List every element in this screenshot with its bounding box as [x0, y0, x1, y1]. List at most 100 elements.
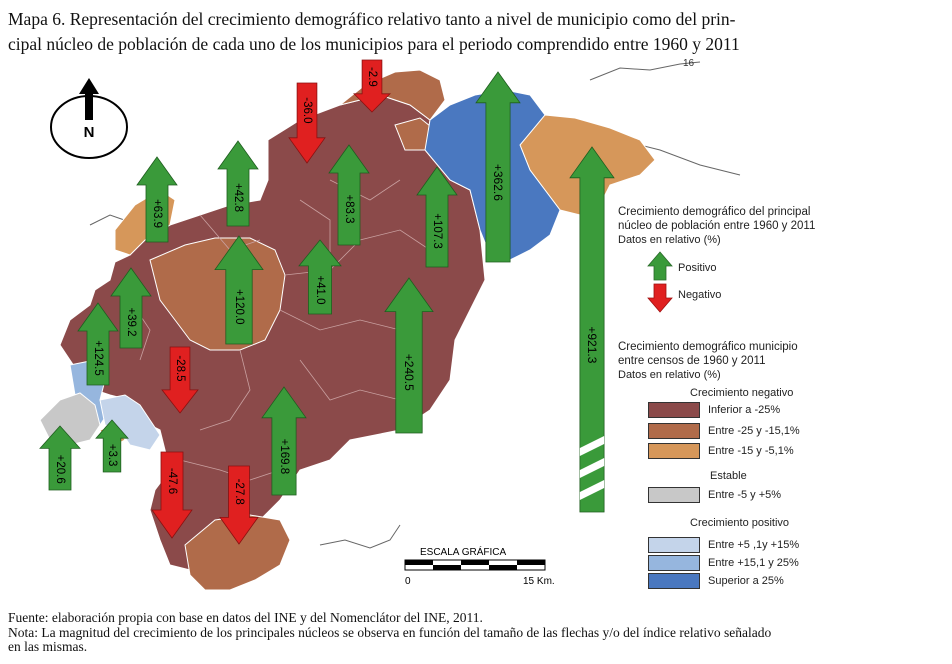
swatch-label-0: Inferior a -25% — [708, 404, 781, 416]
arrow-label-a17: +3.3 — [106, 444, 118, 467]
swatch-4 — [648, 537, 700, 553]
arrow-label-a10: +41.0 — [314, 275, 326, 304]
growth-arrow-up-a2: +42.8 — [217, 140, 259, 227]
arrow-label-a4: -2.9 — [366, 67, 378, 87]
legend-row-0: Inferior a -25% — [648, 401, 780, 419]
legend-row-1: Entre -25 y -15,1% — [648, 422, 800, 440]
growth-arrow-down-a19: -27.8 — [219, 465, 259, 545]
arrow-hatch — [579, 436, 605, 456]
legend-muni-subtitle: Datos en relativo (%) — [618, 369, 721, 381]
arrow-label-a8: +921.3 — [585, 326, 599, 363]
title-line-1: Mapa 6. Representación del crecimiento d… — [8, 9, 736, 29]
legend-municipal-growth: Crecimiento demográfico municipio entre … — [618, 340, 878, 382]
legend-positive-label: Positivo — [678, 262, 717, 274]
growth-arrow-up-a6: +362.6 — [475, 71, 521, 263]
legend-core-subtitle: Datos en relativo (%) — [618, 234, 721, 246]
swatch-6 — [648, 573, 700, 589]
arrow-shape-a3 — [288, 82, 326, 164]
compass: N — [50, 78, 128, 159]
growth-arrow-up-a7: +107.3 — [416, 166, 458, 268]
arrow-label-a2: +42.8 — [232, 183, 244, 212]
legend-core-title-2: núcleo de población entre 1960 y 2011 — [618, 220, 816, 232]
swatch-label-5: Entre +15,1 y 25% — [708, 557, 799, 569]
swatch-3 — [648, 487, 700, 503]
swatch-5 — [648, 555, 700, 571]
growth-arrow-up-a9: +120.0 — [214, 235, 264, 345]
legend-row-5: Entre +15,1 y 25% — [648, 554, 799, 572]
growth-arrow-up-a16: +20.6 — [39, 425, 81, 491]
swatch-1 — [648, 423, 700, 439]
arrow-shape-a1 — [136, 156, 178, 243]
growth-arrow-up-a13: +240.5 — [384, 277, 434, 434]
swatch-0 — [648, 402, 700, 418]
legend-row-2: Entre -15 y -5,1% — [648, 442, 794, 460]
scale-bar: ESCALA GRÁFICA 0 15 Km. — [404, 545, 555, 587]
swatch-2 — [648, 443, 700, 459]
growth-arrow-up-a17: +3.3 — [95, 419, 129, 473]
legend-row-3: Entre -5 y +5% — [648, 486, 781, 504]
arrow-shape-a10 — [298, 239, 342, 315]
arrow-label-a14: -28.5 — [174, 355, 186, 381]
arrow-label-a13: +240.5 — [402, 354, 416, 391]
growth-arrow-down-a18: -47.6 — [151, 451, 193, 539]
growth-arrow-up-a1: +63.9 — [136, 156, 178, 243]
arrow-shape-a2 — [217, 140, 259, 227]
growth-arrow-up-a10: +41.0 — [298, 239, 342, 315]
legend-core-title-1: Crecimiento demográfico del principal — [618, 206, 811, 218]
north-arrow-icon — [79, 78, 99, 120]
arrow-shape-a19 — [219, 465, 259, 545]
legend-negative-arrow-icon — [647, 283, 673, 313]
arrow-label-a16: +20.6 — [54, 455, 66, 484]
footer-notes: Fuente: elaboración propia con base en d… — [8, 610, 948, 655]
arrow-label-a12: +124.5 — [92, 340, 104, 376]
arrow-shape-a17 — [95, 419, 129, 473]
arrow-shape-a11 — [110, 267, 152, 349]
growth-arrow-up-a12: +124.5 — [77, 302, 119, 386]
legend-positive-arrow-icon — [647, 251, 673, 281]
growth-arrow-down-a4: -2.9 — [353, 59, 391, 113]
arrow-label-a15: +169.8 — [278, 439, 290, 475]
arrow-label-a11: +39.2 — [125, 307, 137, 336]
legend-row-6: Superior a 25% — [648, 572, 784, 590]
swatch-label-2: Entre -15 y -5,1% — [708, 445, 794, 457]
scale-end: 15 Km. — [523, 576, 555, 587]
arrow-shape-a6 — [475, 71, 521, 263]
legend-muni-title-2: entre censos de 1960 y 2011 — [618, 355, 766, 367]
swatch-label-4: Entre +5 ,1y +15% — [708, 539, 800, 551]
scale-start: 0 — [405, 576, 411, 587]
growth-arrow-up-a5: +83.3 — [328, 144, 370, 246]
arrow-label-a5: +83.3 — [343, 194, 355, 223]
arrow-label-a6: +362.6 — [491, 164, 505, 201]
growth-arrows: +63.9 +42.8 -36.0 -2.9 +83.3 +362.6 +107.3 +921… — [39, 59, 615, 545]
arrow-label-a9: +120.0 — [233, 289, 245, 325]
growth-arrow-up-a11: +39.2 — [110, 267, 152, 349]
footer-source: Fuente: elaboración propia con base en d… — [8, 610, 483, 625]
legend-negative-title: Crecimiento negativo — [690, 387, 794, 399]
legend-arrow-icons — [647, 251, 673, 313]
map-title: Mapa 6. Representación del crecimiento d… — [8, 7, 938, 57]
arrow-shape-a18 — [151, 451, 193, 539]
legend-core-growth: Crecimiento demográfico del principal nú… — [618, 205, 878, 247]
footer-note-cont: en las mismas. — [8, 639, 88, 654]
scale-title: ESCALA GRÁFICA — [420, 545, 506, 558]
swatch-label-6: Superior a 25% — [708, 575, 784, 587]
growth-arrow-up-a15: +169.8 — [261, 386, 307, 496]
arrow-label-a3: -36.0 — [301, 97, 313, 123]
stray-label: 16 — [683, 58, 695, 69]
arrow-shape-a15 — [261, 386, 307, 496]
arrow-shape-a14 — [161, 346, 199, 414]
legend-stable-title: Estable — [710, 470, 747, 482]
growth-arrow-down-a3: -36.0 — [288, 82, 326, 164]
arrow-shape-a7 — [416, 166, 458, 268]
arrow-label-a7: +107.3 — [431, 213, 443, 249]
arrow-label-a18: -47.6 — [166, 468, 178, 494]
arrow-shape-a4 — [353, 59, 391, 113]
arrow-label-a19: -27.8 — [233, 479, 245, 505]
growth-arrow-down-a14: -28.5 — [161, 346, 199, 414]
arrow-shape-a5 — [328, 144, 370, 246]
swatch-label-1: Entre -25 y -15,1% — [708, 425, 800, 437]
legend-muni-title-1: Crecimiento demográfico municipio — [618, 341, 798, 353]
arrow-hatch — [579, 480, 605, 500]
arrow-shape-a9 — [214, 235, 264, 345]
